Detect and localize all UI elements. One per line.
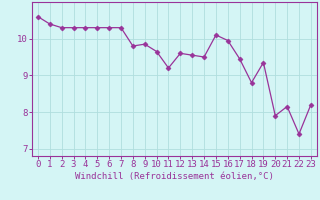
- X-axis label: Windchill (Refroidissement éolien,°C): Windchill (Refroidissement éolien,°C): [75, 172, 274, 181]
